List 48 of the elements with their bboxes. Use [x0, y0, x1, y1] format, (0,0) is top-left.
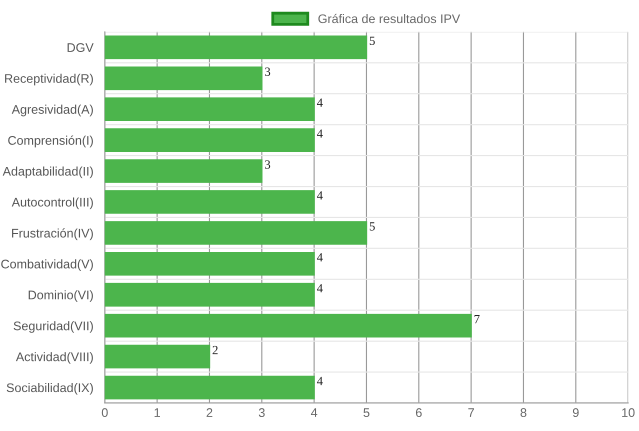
x-tick-label: 3	[258, 408, 265, 418]
data-label: 5	[370, 222, 375, 231]
bar	[104, 252, 315, 276]
x-tick-label: 4	[310, 408, 318, 417]
bar	[104, 376, 315, 400]
data-label: 4	[316, 98, 323, 107]
bar	[104, 344, 210, 368]
data-label: 4	[316, 129, 323, 138]
x-tick-label: 5	[363, 408, 370, 418]
y-tick-label: Comprensión(I)	[8, 136, 93, 148]
y-tick-label: Dominio(VI)	[28, 290, 93, 302]
y-tick-label: Sociabilidad(IX)	[6, 382, 93, 395]
y-tick-label: Receptividad(R)	[5, 74, 93, 86]
bar	[104, 221, 368, 245]
y-tick-label: Combatividad(V)	[1, 259, 93, 271]
x-tick-label: 8	[520, 408, 526, 418]
x-tick-label: 10	[622, 408, 635, 418]
y-tick-label: DGV	[68, 43, 94, 52]
data-label: 4	[316, 191, 323, 200]
x-tick-label: 1	[154, 408, 160, 417]
data-label: 5	[370, 36, 375, 46]
bar	[104, 128, 315, 152]
bar	[104, 314, 472, 338]
x-tick-label: 2	[206, 408, 212, 417]
y-tick-label: Autocontrol(III)	[12, 197, 93, 210]
y-tick-label: Adaptabilidad(II)	[2, 166, 93, 178]
data-label: 4	[316, 376, 323, 386]
data-label: 3	[265, 160, 270, 169]
bar	[104, 282, 315, 307]
data-label: 2	[212, 346, 218, 354]
bar	[104, 97, 315, 122]
bar	[104, 36, 368, 60]
y-tick-label: Frustración(IV)	[12, 228, 93, 240]
bar	[104, 66, 262, 90]
x-tick-label: 9	[572, 408, 579, 418]
data-label: 3	[265, 68, 270, 76]
y-tick-label: Seguridad(VII)	[14, 321, 93, 333]
y-tick-label: Actividad(VIII)	[16, 352, 93, 364]
y-tick-label: Agresividad(A)	[12, 104, 93, 116]
x-tick-label: 7	[468, 408, 474, 417]
bar	[104, 159, 262, 183]
x-tick-label: 6	[416, 408, 422, 418]
x-tick-label: 0	[102, 408, 108, 418]
data-label: 4	[316, 253, 323, 262]
bar	[104, 190, 315, 214]
data-label: 7	[474, 315, 480, 324]
data-label: 4	[316, 284, 323, 292]
legend-label: Gráfica de resultados IPV	[318, 14, 460, 24]
